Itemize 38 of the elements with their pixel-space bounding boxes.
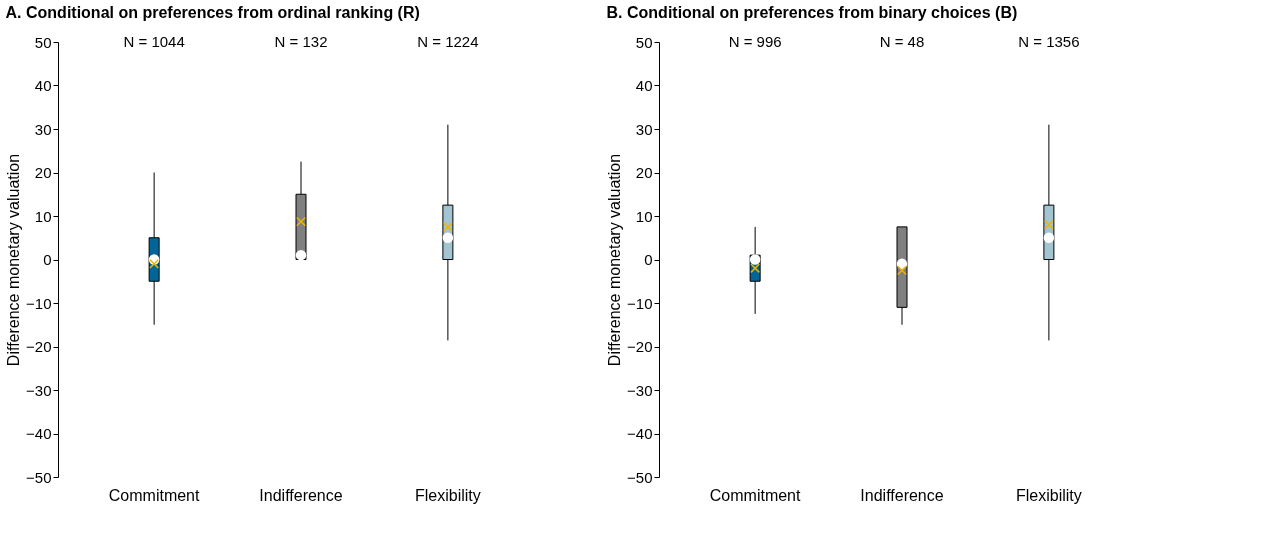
y-tick-label: 30	[34, 120, 52, 138]
x-tick-label: Flexibility	[414, 486, 481, 504]
chart-title: A. Conditional on preferences from ordinal ranking (R)	[5, 4, 420, 21]
annotation: N = 132	[274, 33, 328, 50]
y-tick-label: 0	[644, 251, 653, 268]
y-axis-title: Difference monetary valuation	[5, 153, 23, 367]
y-tick-label: 10	[635, 207, 653, 225]
x-tick-label: Commitment	[108, 486, 201, 504]
y-tick-label: 20	[34, 164, 52, 181]
y-tick-label: 50	[635, 33, 653, 51]
y-tick-label: −50	[627, 468, 653, 486]
y-tick-label: −20	[26, 338, 52, 355]
x-tick-label: Commitment	[709, 486, 802, 504]
y-tick-label: 30	[635, 120, 653, 138]
y-tick-label: −30	[26, 381, 52, 399]
y-tick-label: 40	[34, 77, 52, 94]
y-tick-label: −40	[627, 425, 653, 442]
y-tick-label: 20	[635, 164, 653, 181]
y-tick-label: 50	[34, 33, 52, 51]
y-tick-label: 40	[635, 77, 653, 94]
annotation: N = 1224	[417, 33, 479, 50]
y-tick-label: −40	[26, 425, 52, 442]
y-tick-label: 10	[34, 207, 52, 225]
annotation: N = 996	[728, 33, 782, 50]
y-axis-title: Difference monetary valuation	[606, 153, 624, 367]
annotation: N = 48	[879, 33, 925, 50]
x-tick-label: Flexibility	[1015, 486, 1082, 504]
y-tick-label: −10	[627, 294, 653, 312]
y-tick-label: 0	[43, 251, 52, 268]
y-tick-label: −50	[26, 468, 52, 486]
annotation: N = 1044	[123, 33, 185, 50]
x-tick-label: Indifference	[259, 486, 343, 504]
chart-title: B. Conditional on preferences from binary choices (B)	[606, 4, 1018, 21]
annotation: N = 1356	[1018, 33, 1080, 50]
y-tick-label: −20	[627, 338, 653, 355]
y-tick-label: −10	[26, 294, 52, 312]
x-tick-label: Indifference	[860, 486, 944, 504]
y-tick-label: −30	[627, 381, 653, 399]
